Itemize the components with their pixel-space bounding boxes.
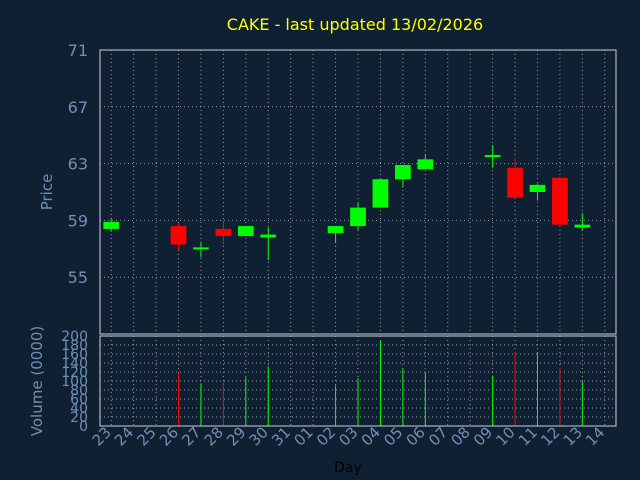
candle-body bbox=[484, 155, 501, 158]
chart-title: CAKE - last updated 13/02/2026 bbox=[227, 15, 483, 34]
volume-axis-label: Volume (0000) bbox=[28, 326, 46, 436]
volume-tick-label: 120 bbox=[61, 365, 88, 381]
volume-tick-label: 40 bbox=[70, 401, 88, 417]
price-tick-label: 67 bbox=[68, 98, 88, 117]
volume-tick-label: 200 bbox=[61, 329, 88, 345]
price-tick-label: 55 bbox=[68, 268, 88, 287]
price-tick-label: 59 bbox=[68, 211, 88, 230]
volume-tick-label: 20 bbox=[70, 410, 88, 426]
candle-body bbox=[237, 226, 254, 237]
price-tick-label: 71 bbox=[68, 41, 88, 60]
candle-body bbox=[507, 167, 523, 198]
candle-body bbox=[417, 159, 434, 170]
candle-body bbox=[372, 179, 389, 208]
volume-tick-label: 100 bbox=[61, 374, 88, 390]
volume-tick-label: 60 bbox=[70, 392, 88, 408]
candle-body bbox=[529, 184, 546, 192]
volume-layer bbox=[178, 340, 583, 426]
volume-tick-label: 0 bbox=[79, 419, 88, 435]
candle-body bbox=[327, 226, 344, 234]
volume-panel-frame bbox=[99, 335, 617, 427]
x-axis-label: Day bbox=[334, 460, 362, 476]
volume-tick-label: 80 bbox=[70, 383, 88, 399]
candle-layer bbox=[103, 145, 591, 261]
price-tick-label: 63 bbox=[68, 155, 88, 174]
candle-body bbox=[395, 165, 411, 180]
price-axis-label: Price bbox=[38, 174, 56, 211]
volume-tick-label: 180 bbox=[61, 338, 88, 354]
candle-body bbox=[350, 207, 366, 227]
candle-body bbox=[103, 221, 120, 229]
candle-body bbox=[552, 177, 568, 225]
candle-body bbox=[574, 224, 591, 228]
volume-tick-label: 140 bbox=[61, 356, 88, 372]
candle-body bbox=[170, 226, 187, 245]
candle-body bbox=[193, 247, 209, 250]
price-panel-frame bbox=[99, 49, 617, 335]
candle-body bbox=[260, 234, 277, 238]
volume-tick-label: 160 bbox=[61, 347, 88, 363]
candle-body bbox=[215, 228, 232, 237]
